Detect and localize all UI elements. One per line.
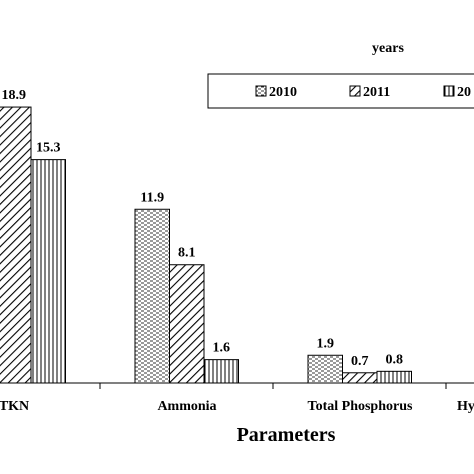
x-axis-label: Parameters (237, 424, 336, 446)
legend-label: 2010 (269, 85, 297, 100)
bar (307, 354, 343, 384)
x-tick-label: Ammonia (157, 399, 216, 414)
legend-title: years (372, 41, 404, 56)
data-label: 0.8 (386, 352, 404, 367)
legend-swatch (349, 85, 361, 97)
x-tick-label: Hy (457, 399, 474, 414)
data-label: 18.9 (2, 88, 27, 103)
legend-label: 2011 (363, 85, 390, 100)
bar (30, 159, 66, 384)
legend-label: 20 (457, 85, 471, 100)
data-label: 0.7 (351, 354, 369, 369)
x-tick-label: TKN (0, 399, 29, 414)
legend-box (207, 73, 474, 109)
bar (134, 208, 170, 384)
data-label: 8.1 (178, 246, 196, 261)
bar (0, 106, 32, 384)
data-label: 11.9 (140, 190, 164, 205)
legend-swatch (255, 85, 267, 97)
data-label: 1.6 (213, 341, 231, 356)
x-tick-label: Total Phosphorus (308, 399, 413, 414)
bar (169, 264, 205, 384)
bar (342, 372, 378, 384)
data-label: 1.9 (317, 336, 335, 351)
bar (376, 370, 412, 384)
legend-swatch (443, 85, 455, 97)
bar (203, 359, 239, 384)
data-label: 15.3 (36, 141, 61, 156)
